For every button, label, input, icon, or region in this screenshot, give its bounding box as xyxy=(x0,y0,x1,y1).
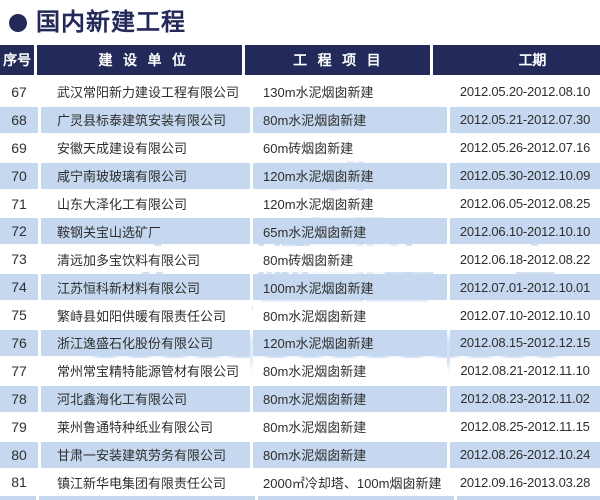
partial-cell xyxy=(39,496,256,500)
section-title-row: 国内新建工程 xyxy=(9,6,186,40)
row-number-cell: 75 xyxy=(0,302,38,329)
row-number-cell: 70 xyxy=(0,162,38,189)
period-cell: 2012.05.20-2012.08.10 xyxy=(450,78,600,105)
project-cell: 80m水泥烟囱新建 xyxy=(253,441,447,468)
row-number-cell: 74 xyxy=(0,274,38,301)
company-cell: 咸宁南玻玻璃有限公司 xyxy=(41,162,250,189)
company-cell: 山东大泽化工有限公司 xyxy=(41,190,250,217)
table-header-row: 序号 建设单位 工程项目 工期 xyxy=(0,45,600,75)
table-row: 81 镇江新华电集团有限责任公司 2000㎡冷却塔、100m烟囱新建 2012.… xyxy=(0,468,600,496)
period-cell: 2012.08.26-2012.10.24 xyxy=(450,441,600,468)
row-number-cell: 71 xyxy=(0,190,38,217)
period-cell: 2012.07.10-2012.10.10 xyxy=(450,302,600,329)
company-cell: 武汉常阳新力建设工程有限公司 xyxy=(41,78,250,105)
project-cell: 80m水泥烟囱新建 xyxy=(253,385,447,412)
table-row: 80 甘肃一安装建筑劳务有限公司 80m水泥烟囱新建 2012.08.26-20… xyxy=(0,441,600,469)
project-cell: 120m水泥烟囱新建 xyxy=(253,162,447,189)
partial-cell xyxy=(258,496,454,500)
period-cell: 2012.06.05-2012.08.25 xyxy=(450,190,600,217)
company-cell: 河北鑫海化工有限公司 xyxy=(41,385,250,412)
company-cell: 鞍钢关宝山选矿厂 xyxy=(41,218,250,245)
company-cell: 浙江逸盛石化股份有限公司 xyxy=(41,329,250,356)
table-row: 71 山东大泽化工有限公司 120m水泥烟囱新建 2012.06.05-2012… xyxy=(0,190,600,218)
project-cell: 80m水泥烟囱新建 xyxy=(253,357,447,384)
bullet-icon xyxy=(9,14,27,32)
project-cell: 120m水泥烟囱新建 xyxy=(253,190,447,217)
company-cell: 广灵县标泰建筑安装有限公司 xyxy=(41,106,250,133)
partial-cell xyxy=(456,496,600,500)
table-row: 79 莱州鲁通特种纸业有限公司 80m水泥烟囱新建 2012.08.25-201… xyxy=(0,413,600,441)
company-cell: 镇江新华电集团有限责任公司 xyxy=(41,469,250,496)
period-cell: 2012.06.10-2012.10.10 xyxy=(450,218,600,245)
company-cell: 安徽天成建设有限公司 xyxy=(41,134,250,161)
project-cell: 2000㎡冷却塔、100m烟囱新建 xyxy=(253,469,447,496)
project-cell: 80m砖烟囱新建 xyxy=(253,246,447,273)
period-cell: 2012.08.23-2012.11.02 xyxy=(450,385,600,412)
period-cell: 2012.08.25-2012.11.15 xyxy=(450,413,600,440)
period-cell: 2012.05.21-2012.07.30 xyxy=(450,106,600,133)
project-cell: 100m水泥烟囱新建 xyxy=(253,274,447,301)
period-cell: 2012.08.21-2012.11.10 xyxy=(450,357,600,384)
row-number-cell: 77 xyxy=(0,357,38,384)
project-cell: 65m水泥烟囱新建 xyxy=(253,218,447,245)
row-number-cell: 76 xyxy=(0,329,38,356)
period-cell: 2012.07.01-2012.10.01 xyxy=(450,274,600,301)
table-row: 76 浙江逸盛石化股份有限公司 120m水泥烟囱新建 2012.08.15-20… xyxy=(0,329,600,357)
project-cell: 80m水泥烟囱新建 xyxy=(253,302,447,329)
row-number-cell: 79 xyxy=(0,413,38,440)
period-cell: 2012.09.16-2013.03.28 xyxy=(450,469,600,496)
company-cell: 繁峙县如阳供暖有限责任公司 xyxy=(41,302,250,329)
table-row: 77 常州常宝精特能源管材有限公司 80m水泥烟囱新建 2012.08.21-2… xyxy=(0,357,600,385)
company-cell: 常州常宝精特能源管材有限公司 xyxy=(41,357,250,384)
period-cell: 2012.05.30-2012.10.09 xyxy=(450,162,600,189)
table-row: 69 安徽天成建设有限公司 60m砖烟囱新建 2012.05.26-2012.0… xyxy=(0,134,600,162)
partial-next-row xyxy=(0,496,600,500)
period-cell: 2012.06.18-2012.08.22 xyxy=(450,246,600,273)
project-cell: 80m水泥烟囱新建 xyxy=(253,106,447,133)
projects-table: 序号 建设单位 工程项目 工期 67 武汉常阳新力建设工程有限公司 130m水泥… xyxy=(0,45,600,500)
page-title: 国内新建工程 xyxy=(36,9,186,36)
company-cell: 江苏恒科新材料有限公司 xyxy=(41,274,250,301)
row-number-cell: 68 xyxy=(0,106,38,133)
table-row: 67 武汉常阳新力建设工程有限公司 130m水泥烟囱新建 2012.05.20-… xyxy=(0,78,600,106)
header-project: 工程项目 xyxy=(244,45,430,75)
row-number-cell: 78 xyxy=(0,385,38,412)
project-cell: 120m水泥烟囱新建 xyxy=(253,329,447,356)
company-cell: 甘肃一安装建筑劳务有限公司 xyxy=(41,441,250,468)
row-number-cell: 73 xyxy=(0,246,38,273)
project-cell: 80m水泥烟囱新建 xyxy=(253,413,447,440)
row-number-cell: 69 xyxy=(0,134,38,161)
table-row: 74 江苏恒科新材料有限公司 100m水泥烟囱新建 2012.07.01-201… xyxy=(0,273,600,301)
row-number-cell: 81 xyxy=(0,469,38,496)
table-row: 68 广灵县标泰建筑安装有限公司 80m水泥烟囱新建 2012.05.21-20… xyxy=(0,106,600,134)
row-number-cell: 80 xyxy=(0,441,38,468)
company-cell: 莱州鲁通特种纸业有限公司 xyxy=(41,413,250,440)
table-row: 75 繁峙县如阳供暖有限责任公司 80m水泥烟囱新建 2012.07.10-20… xyxy=(0,301,600,329)
header-period: 工期 xyxy=(432,45,600,75)
period-cell: 2012.05.26-2012.07.16 xyxy=(450,134,600,161)
project-cell: 130m水泥烟囱新建 xyxy=(253,78,447,105)
header-no: 序号 xyxy=(0,45,35,75)
table-row: 78 河北鑫海化工有限公司 80m水泥烟囱新建 2012.08.23-2012.… xyxy=(0,385,600,413)
table-row: 72 鞍钢关宝山选矿厂 65m水泥烟囱新建 2012.06.10-2012.10… xyxy=(0,217,600,245)
project-cell: 60m砖烟囱新建 xyxy=(253,134,447,161)
partial-cell xyxy=(0,496,37,500)
table-row: 73 清远加多宝饮料有限公司 80m砖烟囱新建 2012.06.18-2012.… xyxy=(0,245,600,273)
company-cell: 清远加多宝饮料有限公司 xyxy=(41,246,250,273)
table-row: 70 咸宁南玻玻璃有限公司 120m水泥烟囱新建 2012.05.30-2012… xyxy=(0,162,600,190)
row-number-cell: 67 xyxy=(0,78,38,105)
period-cell: 2012.08.15-2012.12.15 xyxy=(450,329,600,356)
table-body: 67 武汉常阳新力建设工程有限公司 130m水泥烟囱新建 2012.05.20-… xyxy=(0,78,600,496)
header-company: 建设单位 xyxy=(37,45,242,75)
row-number-cell: 72 xyxy=(0,218,38,245)
